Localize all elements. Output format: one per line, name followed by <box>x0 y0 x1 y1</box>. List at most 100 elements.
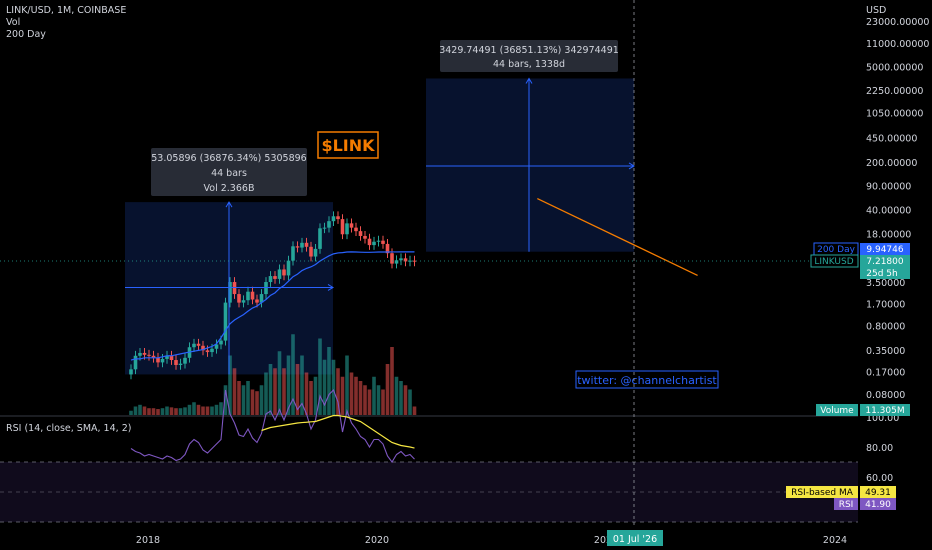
candle-body <box>138 352 142 356</box>
volume-bar <box>376 385 381 415</box>
candle-body <box>354 227 358 232</box>
volume-bar <box>156 409 160 415</box>
candle-body <box>295 246 300 248</box>
candle-body <box>241 300 246 303</box>
candle-body <box>336 216 340 220</box>
candle-body <box>264 282 268 295</box>
price-tick-label: 0.17000 <box>866 368 905 379</box>
candle-body <box>327 221 331 228</box>
vol-indicator-label[interactable]: Vol <box>6 17 20 28</box>
measure-tooltip-2-line2: 44 bars, 1338d <box>493 59 565 70</box>
volume-bar <box>345 355 349 415</box>
volume-bar <box>286 355 291 415</box>
price-tick-label: 2250.00000 <box>866 86 923 97</box>
candle-body <box>408 260 412 262</box>
volume-bar <box>196 404 201 415</box>
price-candles <box>129 211 417 380</box>
candle-body <box>165 355 169 359</box>
bar-countdown: 25d 5h <box>866 269 897 279</box>
watermark-box <box>575 370 719 389</box>
volume-bar <box>205 406 210 415</box>
price-tick-label: 11000.00000 <box>866 39 929 50</box>
volume-bar <box>408 389 412 415</box>
volume-bar <box>214 404 219 415</box>
volume-bar <box>291 334 295 415</box>
candle-body <box>358 231 363 236</box>
volume-bar <box>259 385 264 415</box>
descending-trendline[interactable] <box>537 197 698 276</box>
ma-indicator-label[interactable]: 200 Day <box>6 29 46 40</box>
watermark-text: twitter: @channelchartist <box>577 374 717 387</box>
candle-body <box>412 260 417 262</box>
volume-bar <box>133 406 138 415</box>
rsi-axis[interactable]: 100.00 80.00 60.00 <box>866 413 899 484</box>
candle-body <box>390 253 394 264</box>
ticker-tag-box <box>317 131 379 159</box>
volume-bar <box>282 368 286 415</box>
candle-body <box>349 223 354 228</box>
time-axis[interactable]: 2018202020222024202620282030 <box>136 535 932 546</box>
volume-bar <box>331 359 336 415</box>
rsi-ma-line <box>261 414 415 449</box>
candle-body <box>376 240 381 242</box>
candle-body <box>309 246 313 257</box>
candle-body <box>147 354 151 356</box>
measure-tooltip-1-line1: 53.05896 (36876.34%) 5305896 <box>151 153 306 164</box>
arrow-head <box>525 77 533 84</box>
candle-body <box>151 355 156 358</box>
rsi-tick-label: 80.00 <box>866 443 893 454</box>
rsi-tick-label: 60.00 <box>866 473 893 484</box>
volume-bar <box>309 381 313 415</box>
time-tick-label: 2024 <box>823 535 847 546</box>
price-badge-name-bg <box>810 254 859 268</box>
volume-bar <box>349 372 354 415</box>
candle-body <box>214 344 219 349</box>
candle-body <box>286 260 291 276</box>
volume-badge-value-bg <box>860 404 910 416</box>
candle-body <box>133 355 138 370</box>
price-tick-label: 40.00000 <box>866 206 911 217</box>
volume-bar <box>385 364 390 415</box>
volume-bar <box>268 364 273 415</box>
candle-body <box>273 276 277 279</box>
candle-body <box>183 357 187 364</box>
candle-body <box>156 357 160 363</box>
rsi-label[interactable]: RSI (14, close, SMA, 14, 2) <box>6 423 131 434</box>
candle-body <box>246 291 250 301</box>
measure-arrows <box>125 77 635 375</box>
symbol-title[interactable]: LINK/USD, 1M, COINBASE <box>6 5 126 16</box>
price-tick-label: 1050.00000 <box>866 109 923 120</box>
measure-tooltip-2-bg <box>440 40 618 72</box>
volume-bar <box>174 408 178 415</box>
volume-bar <box>129 410 133 415</box>
volume-bar <box>363 385 367 415</box>
rsi-badge-value-bg <box>860 498 896 510</box>
price-tick-label: 0.80000 <box>866 322 905 333</box>
volume-bar <box>412 406 417 415</box>
volume-bar <box>403 385 408 415</box>
volume-bar <box>246 381 250 415</box>
measure-tooltip-1-line3: Vol 2.366B <box>204 183 255 194</box>
candle-body <box>169 355 174 361</box>
volume-bar <box>178 408 183 415</box>
rsi-ma-badge-name: RSI-based MA <box>791 488 854 498</box>
candle-body <box>201 345 205 351</box>
candle-body <box>318 228 322 249</box>
volume-bar <box>228 355 232 415</box>
price-tick-label: 200.00000 <box>866 158 917 169</box>
volume-bar <box>237 381 241 415</box>
volume-bar <box>138 404 142 415</box>
rsi-tick-label: 100.00 <box>866 413 899 424</box>
candle-body <box>282 269 286 276</box>
candle-body <box>255 299 259 303</box>
arrow-head <box>327 284 334 291</box>
price-tick-label: 450.00000 <box>866 134 917 145</box>
price-tick-label: 23000.00000 <box>866 17 929 28</box>
volume-bar <box>250 389 255 415</box>
volume-bar <box>273 368 277 415</box>
candle-body <box>268 276 273 283</box>
measure-rect-projection[interactable] <box>426 78 634 252</box>
volume-bar <box>192 402 196 415</box>
